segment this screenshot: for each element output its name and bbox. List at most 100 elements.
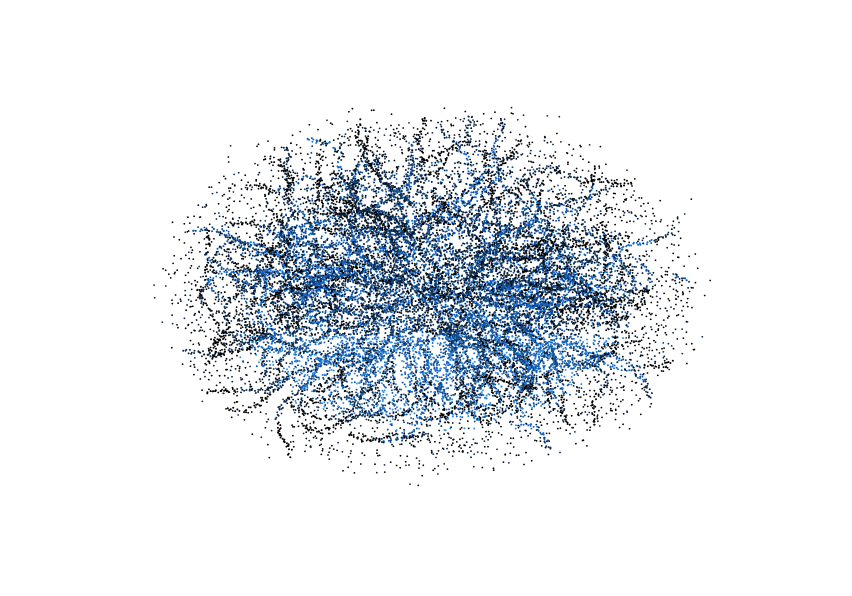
scatter-point [516, 194, 519, 197]
scatter-point [225, 234, 228, 237]
scatter-point [236, 277, 239, 280]
scatter-point [252, 241, 255, 244]
scatter-point [603, 370, 606, 373]
scatter-point [216, 229, 219, 231]
scatter-point [558, 228, 561, 231]
scatter-point [576, 324, 579, 327]
scatter-point [395, 336, 398, 339]
scatter-point [555, 230, 557, 233]
scatter-point [287, 453, 289, 456]
scatter-point [573, 357, 576, 360]
scatter-point [315, 173, 318, 176]
scatter-point [633, 178, 636, 180]
scatter-point [543, 375, 546, 378]
scatter-point [248, 343, 251, 346]
scatter-point [338, 241, 340, 244]
scatter-point [519, 192, 522, 195]
scatter-point [236, 238, 239, 241]
scatter-point [322, 155, 324, 158]
scatter-point [220, 268, 223, 271]
scatter-point [617, 368, 619, 371]
scatter-point [481, 235, 484, 238]
scatter-point [292, 242, 295, 245]
scatter-point [534, 322, 537, 325]
scatter-point [631, 256, 634, 259]
scatter-point [225, 322, 228, 325]
scatter-point [496, 402, 498, 405]
scatter-point [521, 341, 524, 344]
scatter-point [486, 332, 489, 335]
scatter-point [349, 419, 352, 422]
scatter-point [374, 200, 377, 203]
scatter-point [571, 253, 574, 256]
scatter-point [215, 251, 218, 253]
scatter-point [309, 175, 312, 178]
scatter-point [552, 387, 554, 390]
scatter-point [565, 399, 568, 402]
scatter-point [556, 264, 559, 267]
scatter-point [559, 414, 562, 417]
scatter-point [569, 329, 572, 331]
scatter-point [615, 366, 618, 369]
scatter-point [569, 355, 572, 358]
scatter-point [636, 376, 639, 379]
scatter-point [614, 346, 616, 349]
scatter-point [327, 398, 330, 401]
scatter-point [338, 169, 340, 172]
scatter-point [322, 186, 324, 189]
scatter-point [288, 154, 291, 157]
scatter-point [381, 229, 384, 232]
scatter-point [277, 189, 280, 192]
scatter-point [330, 228, 333, 231]
scatter-point [308, 216, 311, 219]
scatter-point [515, 200, 518, 203]
scatter-point [451, 148, 454, 151]
scatter-point [197, 296, 199, 299]
scatter-point [361, 204, 364, 207]
scatter-point [205, 247, 208, 250]
scatter-point [287, 156, 290, 159]
scatter-point [598, 360, 601, 363]
scatter-point [330, 230, 333, 233]
scatter-point [381, 226, 384, 229]
scatter-point [646, 384, 649, 387]
scatter-point [545, 370, 548, 373]
scatter-point [283, 400, 286, 402]
scatter-point [282, 267, 285, 269]
scatter-point [608, 287, 611, 290]
scatter-point [284, 149, 286, 152]
scatter-point [247, 243, 249, 246]
scatter-point [480, 209, 483, 212]
scatter-point [433, 218, 436, 221]
scatter-point [556, 329, 559, 331]
scatter-point [252, 279, 255, 282]
scatter-point [493, 245, 496, 248]
scatter-point [592, 407, 595, 410]
scatter-point [289, 266, 292, 269]
scatter-point [355, 195, 358, 198]
scatter-point [645, 266, 648, 268]
scatter-point [291, 392, 294, 395]
scatter-point [564, 415, 567, 418]
scatter-point [469, 242, 472, 245]
scatter-point [506, 395, 509, 398]
scatter-point [321, 183, 324, 186]
scatter-point [565, 321, 568, 323]
scatter-point [647, 272, 650, 275]
scatter-point [400, 293, 402, 296]
scatter-point [504, 316, 507, 319]
scatter-point [561, 361, 564, 363]
scatter-point [640, 383, 643, 386]
scatter-point [537, 229, 539, 232]
scatter-point [356, 415, 359, 417]
scatter-point [292, 445, 295, 448]
scatter-point [338, 199, 341, 202]
scatter-point [340, 307, 343, 309]
scatter-point [647, 279, 649, 281]
scatter-point [548, 366, 551, 369]
scatter-point [334, 395, 337, 397]
scatter-point [283, 440, 285, 443]
scatter-point [584, 353, 587, 356]
scatter-point [644, 380, 647, 383]
